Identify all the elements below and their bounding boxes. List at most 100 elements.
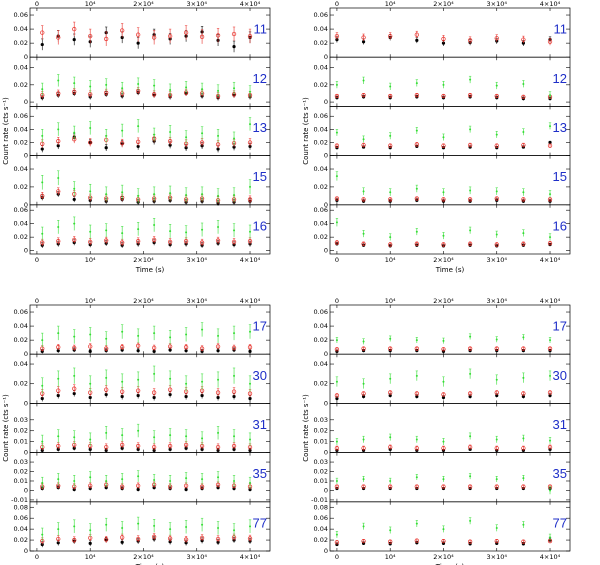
y-tick-label: 0.06	[14, 11, 28, 19]
data-point	[136, 393, 140, 398]
data-point	[414, 93, 419, 98]
data-point	[41, 232, 44, 235]
x-tick-label-top: 0	[35, 297, 39, 305]
x-tick-label-top: 0	[35, 0, 39, 8]
y-tick-label: 0.04	[14, 165, 28, 173]
data-point	[547, 241, 553, 246]
x-tick-label: 2×10⁴	[433, 256, 454, 264]
data-point	[469, 229, 472, 232]
data-point	[199, 535, 205, 541]
data-point	[233, 374, 236, 377]
panel-label: 13	[553, 120, 567, 135]
data-point	[153, 372, 156, 375]
data-point	[334, 446, 340, 451]
data-point	[120, 535, 125, 540]
data-point	[41, 440, 44, 443]
y-tick-label: -0.01	[311, 496, 328, 504]
data-point	[135, 536, 141, 542]
data-point	[522, 232, 525, 235]
data-point	[215, 482, 221, 487]
data-point	[40, 193, 45, 199]
y-tick-label: 0.01	[14, 438, 28, 446]
data-point	[120, 484, 125, 489]
data-point	[414, 391, 419, 396]
chart-block: 0 0.02 0.04 0.06 11 0 0.02 0.04 12 0 0.02 0.04 0.06 1…	[302, 0, 571, 274]
panel-label: 30	[553, 368, 567, 383]
y-tick-label: 0.06	[314, 11, 328, 19]
data-point	[549, 489, 552, 492]
data-point	[183, 30, 189, 35]
data-point	[549, 125, 552, 128]
data-point	[249, 230, 252, 233]
panel-frame	[329, 501, 571, 552]
data-point	[335, 221, 338, 224]
y-tick-label: 0	[24, 98, 28, 106]
data-point	[73, 187, 76, 190]
data-point	[72, 89, 77, 94]
data-point	[334, 393, 340, 398]
data-point	[217, 527, 220, 530]
data-point	[137, 194, 140, 197]
data-point	[56, 239, 61, 244]
data-point	[169, 336, 172, 339]
data-point	[72, 26, 77, 32]
x-tick-label-top: 10⁴	[85, 297, 96, 305]
data-point	[414, 196, 419, 201]
data-point	[215, 238, 221, 243]
y-tick-label: 0	[324, 399, 328, 407]
y-tick-label: 0	[324, 98, 328, 106]
data-point	[72, 197, 76, 202]
data-point	[469, 519, 472, 522]
data-point	[201, 193, 204, 196]
y-tick-label: 0.04	[14, 322, 28, 330]
data-point	[153, 524, 156, 527]
data-point	[467, 241, 473, 247]
x-axis-label: Time (s)	[435, 563, 465, 565]
panel-frame	[329, 204, 571, 255]
data-point	[442, 380, 445, 383]
data-point	[442, 83, 445, 86]
data-point	[361, 142, 366, 148]
data-point	[549, 536, 552, 539]
y-tick-label: 0.02	[14, 183, 28, 191]
data-point	[414, 142, 419, 147]
data-point	[415, 230, 418, 233]
data-point	[120, 442, 125, 448]
y-tick-label: 0.03	[314, 416, 328, 424]
data-point	[56, 536, 61, 542]
data-point	[89, 127, 92, 130]
x-tick-label: 10⁴	[385, 553, 396, 561]
data-point	[201, 228, 204, 231]
y-tick-label: 0.02	[314, 81, 328, 89]
data-point	[414, 346, 419, 351]
data-point	[249, 123, 252, 126]
x-tick-label: 2×10⁴	[133, 256, 154, 264]
data-point	[247, 345, 253, 350]
data-point	[185, 231, 188, 234]
data-point	[467, 38, 473, 43]
data-point	[495, 190, 498, 193]
y-tick-label: 0.04	[14, 25, 28, 33]
x-tick-label: 3×10⁴	[487, 256, 508, 264]
data-point	[233, 332, 236, 335]
data-point	[56, 349, 60, 353]
x-tick-label-top: 2×10⁴	[133, 0, 154, 8]
x-tick-label: 0	[35, 553, 39, 561]
data-point	[362, 79, 365, 82]
data-point	[247, 33, 253, 39]
data-point	[233, 529, 236, 532]
y-tick-label: 0	[24, 152, 28, 160]
data-point	[89, 476, 92, 479]
data-point	[388, 393, 392, 398]
data-point	[442, 234, 445, 237]
y-tick-label: 0.02	[314, 468, 328, 476]
data-point	[467, 93, 473, 98]
data-point	[153, 133, 156, 136]
data-point	[414, 446, 419, 451]
data-point	[121, 330, 124, 333]
data-point	[88, 349, 92, 353]
data-point	[72, 386, 77, 391]
data-point	[41, 88, 44, 91]
data-point	[41, 181, 44, 184]
data-point	[547, 143, 553, 148]
